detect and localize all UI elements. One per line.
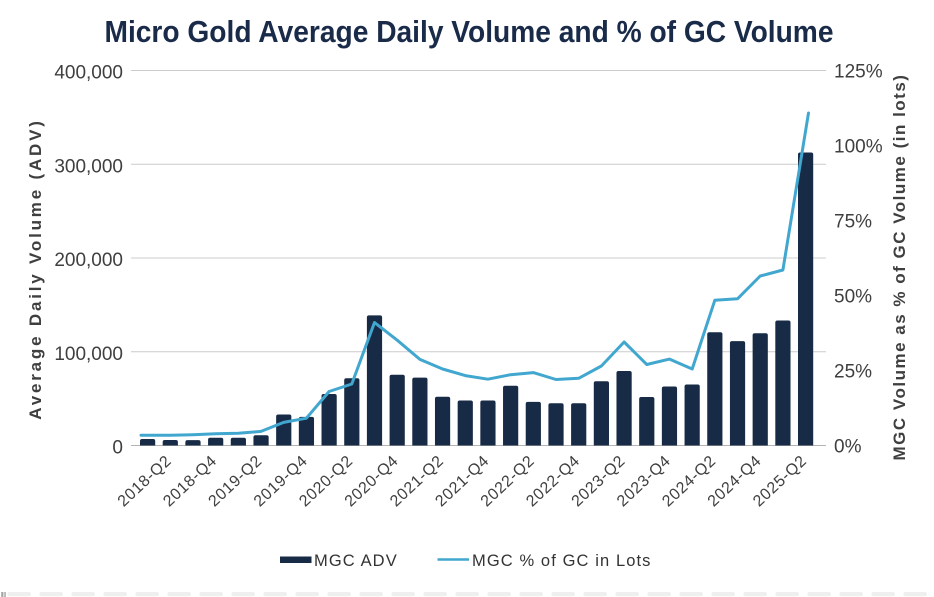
svg-text:MGC % of GC in Lots: MGC % of GC in Lots [472,552,652,570]
svg-text:125%: 125% [834,62,883,83]
svg-text:75%: 75% [834,212,872,233]
svg-text:MGC ADV: MGC ADV [314,552,398,570]
svg-text:100%: 100% [834,137,883,158]
svg-text:200,000: 200,000 [54,250,123,271]
svg-text:50%: 50% [834,287,872,308]
svg-text:300,000: 300,000 [54,156,123,177]
svg-text:MGC Volume as % of GC Volume (: MGC Volume as % of GC Volume (in lots) [890,74,909,461]
svg-text:0%: 0% [834,437,862,458]
svg-text:25%: 25% [834,362,872,383]
svg-text:Average Daily Volume (ADV): Average Daily Volume (ADV) [26,118,45,419]
svg-text:100,000: 100,000 [54,344,123,365]
svg-text:Micro Gold Average Daily Volum: Micro Gold Average Daily Volume and % of… [105,14,834,49]
svg-text:400,000: 400,000 [54,63,123,84]
svg-text:0: 0 [112,438,123,459]
